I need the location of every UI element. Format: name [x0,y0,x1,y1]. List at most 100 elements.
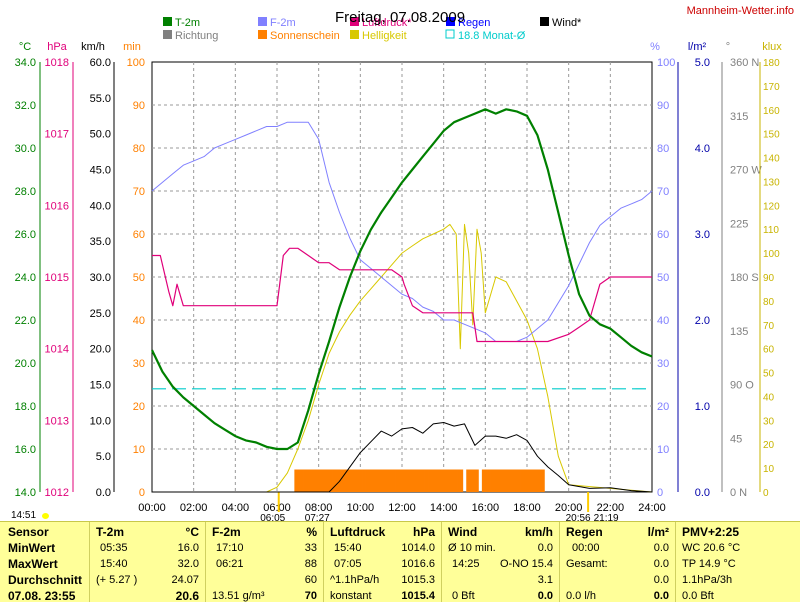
sunshine-bar [499,469,502,492]
sunshine-bar [308,469,311,492]
sunshine-bar [445,469,448,492]
pressure-line [152,247,652,343]
sunshine-bar [533,469,537,492]
pressure-max-value: 1016.6 [401,558,435,570]
night-label: 21:19 [594,513,619,521]
col-pmv: PMV+2:25 WC 20.6 °C TP 14.9 °C 1.1hPa/3h… [676,522,800,602]
lux-tick-label: 30 [763,416,775,427]
pressure-current-value: 1015.4 [401,590,435,602]
sunshine-bar [316,469,320,492]
rain-tick-label: 3.0 [695,229,710,241]
wind-tick-label: 55.0 [90,93,111,105]
x-tick-label: 06:00 [263,502,291,514]
sunshine-bar [339,469,342,492]
sunshine-bar [332,469,335,492]
wind-tick-label: 20.0 [90,344,111,356]
pressure-max-time: 07:05 [334,558,362,570]
legend-swatch [540,17,549,26]
lux-tick-label: 80 [763,297,775,308]
t2m-max-time: 15:40 [100,558,128,570]
pressure-tick-label: 1014 [45,344,69,356]
lux-tick-label: 20 [763,440,775,451]
legend-label: F-2m [270,17,296,29]
wind-max-value: 15.4 [531,558,553,570]
col-f2m: F-2m% 17:10 33 06:21 88 60 13.51 g/m³ 70 [206,522,324,602]
sun-tick-label: 100 [127,57,145,69]
sunshine-bar [388,469,391,492]
wind-tick-label: 15.0 [90,380,111,392]
sunshine-bar [362,469,365,492]
rain-tick-label: 4.0 [695,143,710,155]
sunshine-bar [400,469,403,492]
x-tick-label: 08:00 [305,502,333,514]
sunshine-bar [296,469,299,492]
sunshine-bar [375,469,379,492]
sunshine-bar [334,469,337,492]
sunshine-bar [353,469,356,492]
direction-tick-label: 360 N [730,57,759,69]
sunshine-bar [476,469,479,492]
humidity-tick-label: 70 [657,186,669,198]
wind-header: Wind [448,525,478,539]
f2m-max-value: 88 [304,558,317,570]
temp-tick-label: 26.0 [15,229,36,241]
sunshine-bar [381,469,384,492]
sunshine-bar [415,469,419,492]
humidity-tick-label: 50 [657,272,669,284]
sunshine-bar [443,469,446,492]
wind-tick-label: 0.0 [96,487,111,499]
sunshine-bar [389,469,392,492]
sunshine-bar [535,469,538,492]
pressure-trend: ^1.1hPa/h [330,574,380,586]
site-link[interactable]: Mannheim-Wetter.info [687,5,794,17]
sunshine-bar [509,469,512,492]
sunshine-bar [539,469,542,492]
sun-tick-label: 70 [133,186,145,198]
pmv-header: PMV+2:25 [682,525,740,539]
legend-label: 18.8 Monat-Ø [458,30,526,42]
sunshine-bar [372,469,375,492]
sunshine-bar [379,469,382,492]
sunshine-bar [294,469,297,492]
legend-swatch [163,30,172,39]
pressure-tick-label: 1012 [45,487,69,499]
temp-tick-label: 32.0 [15,100,36,112]
sunshine-bar [421,469,424,492]
sunshine-bar [473,469,476,492]
label-min: MinWert [8,541,56,555]
sunshine-bar [542,469,545,492]
humidity-tick-label: 100 [657,57,675,69]
wind-tick-label: 25.0 [90,308,111,320]
direction-tick-label: 315 [730,111,748,123]
sun-tick-label: 90 [133,100,145,112]
sunshine-bar [410,469,413,492]
humidity-tick-label: 20 [657,401,669,413]
wind-tick-label: 45.0 [90,165,111,177]
wind-line [152,422,653,493]
legend-label: Richtung [175,30,218,42]
wind-tick-label: 60.0 [90,57,111,69]
sunshine-bar [369,469,372,492]
sun-tick-label: 80 [133,143,145,155]
col-wind: Wind km/h Ø 10 min. 0.0 14:25 O-NO 15.4 3.1 … [442,522,560,602]
lux-tick-label: 70 [763,321,775,332]
temp-tick-label: 30.0 [15,143,36,155]
sunshine-bar [471,469,474,492]
temp-tick-label: 18.0 [15,401,36,413]
pressure-tick-label: 1015 [45,272,69,284]
sunshine-bar [500,469,504,492]
t2m-delta: (+ 5.27 ) [96,574,138,586]
sunshine-bar [402,469,405,492]
col-t2m: T-2m °C 05:35 16.0 15:40 32.0 (+ 5.27 ) 24.0… [90,522,206,603]
sun-tick-label: 40 [133,315,145,327]
pmv-windchill: WC 20.6 °C [682,542,741,554]
legend-swatch [350,17,359,26]
rain-tick-label: 1.0 [695,401,710,413]
legend-label: Sonnenschein [270,30,340,42]
sunshine-bar [386,469,389,492]
legend-label: Wind* [552,17,582,29]
sun-tick-label: 10 [133,444,145,456]
sunshine-bar [320,469,323,492]
sensor-header: Sensor [8,525,49,539]
sunshine-bar [303,469,306,492]
